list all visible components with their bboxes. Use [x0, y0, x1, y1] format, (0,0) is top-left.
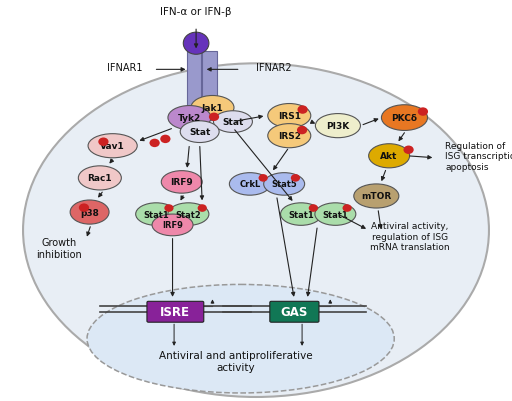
Ellipse shape [315, 114, 360, 138]
Ellipse shape [297, 126, 307, 135]
Ellipse shape [259, 175, 268, 182]
Ellipse shape [209, 113, 219, 122]
Text: GAS: GAS [281, 306, 308, 318]
Ellipse shape [164, 205, 174, 212]
Text: Rac1: Rac1 [88, 174, 112, 183]
Ellipse shape [88, 134, 137, 158]
Text: Stat2: Stat2 [176, 210, 201, 219]
Ellipse shape [315, 203, 356, 226]
Text: Stat: Stat [189, 128, 210, 137]
Text: Vav1: Vav1 [100, 142, 125, 151]
Ellipse shape [168, 203, 209, 226]
Text: p38: p38 [80, 208, 99, 217]
FancyBboxPatch shape [270, 302, 319, 322]
Ellipse shape [309, 205, 318, 212]
Ellipse shape [354, 184, 399, 209]
Ellipse shape [369, 144, 410, 168]
Ellipse shape [268, 104, 311, 128]
Ellipse shape [152, 215, 193, 236]
Ellipse shape [264, 173, 305, 196]
Ellipse shape [281, 203, 322, 226]
Text: Stat5: Stat5 [271, 180, 297, 189]
Ellipse shape [268, 124, 311, 148]
Ellipse shape [198, 205, 207, 212]
Text: IFNAR2: IFNAR2 [256, 63, 292, 72]
Ellipse shape [229, 173, 270, 196]
Text: Stat1: Stat1 [323, 210, 348, 219]
Ellipse shape [87, 285, 394, 393]
Ellipse shape [183, 33, 209, 55]
Text: IRS2: IRS2 [278, 132, 301, 141]
Text: IRF9: IRF9 [170, 178, 193, 187]
Text: Regulation of
ISG transcription,
apoptosis: Regulation of ISG transcription, apoptos… [445, 142, 512, 171]
Text: IRF9: IRF9 [162, 221, 183, 230]
Text: Stat1: Stat1 [143, 210, 169, 219]
Ellipse shape [214, 111, 252, 133]
Bar [202, 52, 217, 120]
Ellipse shape [23, 64, 489, 397]
Text: Akt: Akt [380, 152, 398, 161]
Bar [187, 52, 201, 120]
Ellipse shape [160, 135, 170, 144]
Ellipse shape [79, 204, 89, 213]
Ellipse shape [418, 108, 428, 117]
Ellipse shape [180, 122, 219, 143]
Ellipse shape [191, 96, 234, 120]
Ellipse shape [150, 140, 160, 148]
Text: mTOR: mTOR [361, 192, 392, 201]
Ellipse shape [168, 106, 211, 130]
Ellipse shape [78, 166, 121, 190]
Ellipse shape [136, 203, 177, 226]
FancyBboxPatch shape [147, 302, 204, 322]
Text: Tyk2: Tyk2 [178, 114, 201, 123]
Text: Jak1: Jak1 [202, 104, 223, 113]
Text: PI3K: PI3K [326, 122, 350, 131]
Text: IFN-α or IFN-β: IFN-α or IFN-β [160, 7, 232, 17]
Ellipse shape [343, 205, 352, 212]
Text: CrkL: CrkL [239, 180, 261, 189]
Text: Stat: Stat [222, 118, 244, 127]
Text: Growth
inhibition: Growth inhibition [36, 238, 82, 259]
Text: PKCδ: PKCδ [392, 114, 417, 123]
Text: Antiviral and antiproliferative
activity: Antiviral and antiproliferative activity [159, 350, 312, 372]
Ellipse shape [291, 175, 300, 182]
Ellipse shape [98, 138, 109, 147]
Ellipse shape [70, 200, 109, 225]
Text: ISRE: ISRE [160, 306, 190, 318]
Text: IFNAR1: IFNAR1 [107, 63, 142, 72]
Ellipse shape [403, 146, 414, 154]
Text: IRS1: IRS1 [278, 112, 301, 121]
Text: Stat1: Stat1 [288, 210, 314, 219]
Ellipse shape [297, 106, 308, 115]
Ellipse shape [381, 105, 428, 131]
Text: Antiviral activity,
regulation of ISG
mRNA translation: Antiviral activity, regulation of ISG mR… [370, 222, 450, 251]
Ellipse shape [161, 171, 202, 194]
